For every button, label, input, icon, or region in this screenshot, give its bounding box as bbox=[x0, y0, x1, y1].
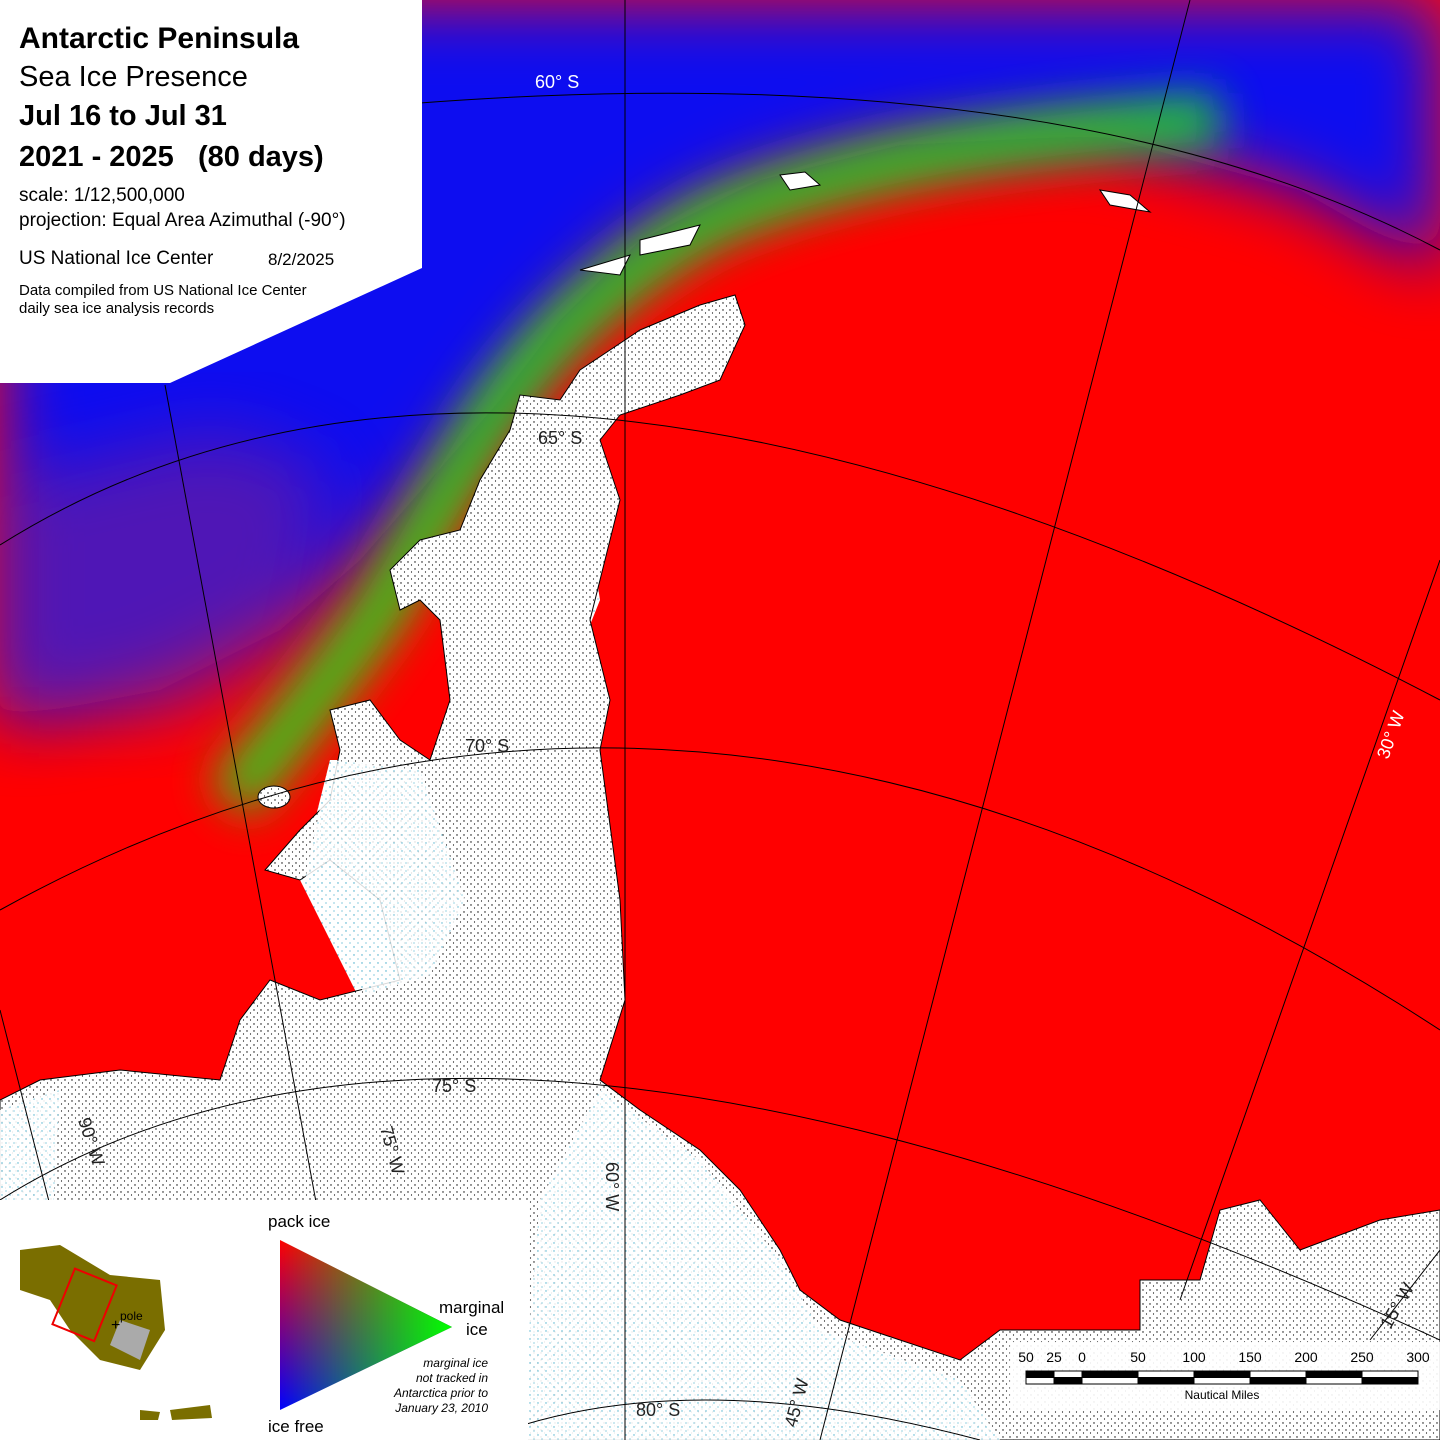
date: 8/2/2025 bbox=[268, 250, 334, 269]
legend-note: marginal ice not tracked in Antarctica p… bbox=[393, 1356, 488, 1415]
island bbox=[579, 171, 1152, 276]
scale-labels: 50 25 0 50 100 150 200 250 300 bbox=[1018, 1349, 1430, 1365]
scale-label: 200 bbox=[1294, 1349, 1318, 1365]
legend-triangle-overlay bbox=[280, 1240, 452, 1410]
legend-note-line: January 23, 2010 bbox=[394, 1401, 488, 1415]
scale-unit: Nautical Miles bbox=[1185, 1388, 1260, 1402]
title-panel bbox=[0, 0, 422, 383]
parallel bbox=[0, 747, 1440, 1031]
parallel-label: 75° S bbox=[432, 1076, 476, 1096]
legend-note-line: Antarctica prior to bbox=[393, 1386, 488, 1400]
agency: US National Ice Center bbox=[19, 248, 214, 269]
inset-land bbox=[140, 1405, 212, 1420]
scale-label: 50 bbox=[1018, 1349, 1034, 1365]
note: daily sea ice analysis records bbox=[19, 300, 214, 317]
legend-ice-free: ice free bbox=[268, 1417, 324, 1436]
scale-bar-segment bbox=[1025, 1370, 1055, 1378]
scale: scale: 1/12,500,000 bbox=[19, 185, 185, 206]
parallel-label: 70° S bbox=[465, 736, 509, 756]
scale-bar-segment bbox=[1249, 1377, 1307, 1385]
scale-label: 0 bbox=[1078, 1349, 1086, 1365]
pole-mark: + bbox=[111, 1317, 120, 1334]
legend-pack-ice: pack ice bbox=[268, 1212, 330, 1231]
parallel-label: 65° S bbox=[538, 428, 582, 448]
scale-label: 100 bbox=[1182, 1349, 1206, 1365]
scale-bar-segment bbox=[1053, 1377, 1083, 1385]
subtitle: Sea Ice Presence bbox=[19, 61, 248, 93]
meridian bbox=[1369, 1249, 1440, 1341]
years: 2021 - 2025 (80 days) bbox=[19, 141, 324, 173]
parallel-label: 80° S bbox=[636, 1400, 680, 1420]
ice-shelf bbox=[520, 1090, 1000, 1440]
scale-bar bbox=[1025, 1370, 1419, 1385]
scale-bar-segment bbox=[1305, 1370, 1363, 1378]
legend-marginal-ice: marginal bbox=[439, 1298, 504, 1317]
parallel-label: 60° S bbox=[535, 72, 579, 92]
parallel bbox=[479, 1399, 981, 1440]
scale-bar-segment bbox=[1137, 1377, 1195, 1385]
scale-label: 250 bbox=[1350, 1349, 1374, 1365]
note: Data compiled from US National Ice Cente… bbox=[19, 282, 307, 299]
parallel bbox=[0, 412, 1440, 701]
pole-label: pole bbox=[120, 1309, 143, 1323]
legend-note-line: marginal ice bbox=[423, 1356, 488, 1370]
marginal-ice bbox=[209, 92, 1222, 819]
period: Jul 16 to Jul 31 bbox=[19, 100, 227, 132]
scale-bar-segment bbox=[1193, 1370, 1251, 1378]
meridian-label: 60° W bbox=[602, 1162, 622, 1211]
inset-shelf bbox=[110, 1320, 150, 1360]
projection: projection: Equal Area Azimuthal (-90°) bbox=[19, 210, 346, 231]
land bbox=[0, 294, 1440, 1440]
island bbox=[257, 785, 291, 809]
scale-label: 150 bbox=[1238, 1349, 1262, 1365]
scale-label: 25 bbox=[1046, 1349, 1062, 1365]
scale-bar-segment bbox=[1081, 1370, 1139, 1378]
scale-bar-segment bbox=[1361, 1377, 1419, 1385]
scale-label: 300 bbox=[1406, 1349, 1430, 1365]
inset-frame bbox=[51, 1267, 118, 1343]
mixed-ice bbox=[0, 430, 330, 720]
parallel bbox=[0, 1077, 1440, 1341]
meridian bbox=[1179, 559, 1440, 1301]
scale-label: 50 bbox=[1130, 1349, 1146, 1365]
legend-marginal-ice: ice bbox=[466, 1320, 488, 1339]
parallel bbox=[419, 92, 1440, 251]
meridian bbox=[819, 0, 1191, 1440]
ice-shelf bbox=[305, 760, 465, 995]
title: Antarctic Peninsula bbox=[19, 22, 299, 55]
legend-note-line: not tracked in bbox=[416, 1371, 488, 1385]
